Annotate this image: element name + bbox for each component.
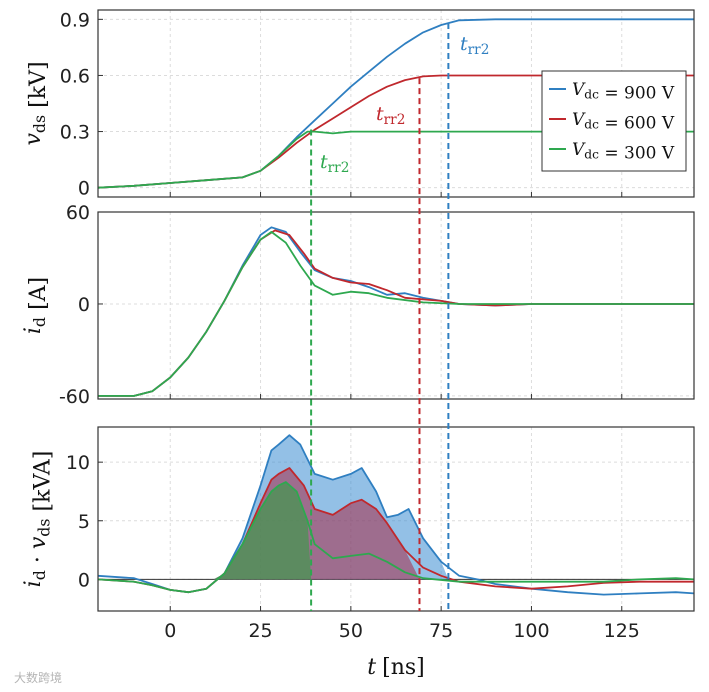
trr2-label-300: trr2 — [320, 151, 349, 176]
axes-frame-vds — [97, 9, 695, 198]
y-label-vds-var: v — [21, 133, 46, 146]
panel-power: 0 5 10 id · vds [kVA] — [21, 426, 695, 612]
legend-2-sub: dc — [584, 148, 599, 162]
y-label-mid: · — [26, 549, 51, 570]
y-tick-label-vds: 0 — [78, 178, 90, 200]
legend-1-sub: dc — [584, 118, 599, 132]
series-line-id-600 — [98, 229, 694, 397]
y-axis-label-vds: vds [kV] — [21, 61, 51, 145]
y-label-id-sub: d — [30, 317, 49, 327]
trr2-300-var: t — [320, 151, 328, 173]
area-power-300 — [213, 482, 312, 580]
legend-0-var: V — [572, 80, 586, 100]
y-label-vds-sub: ds — [30, 115, 49, 133]
legend-2-var: V — [572, 140, 586, 160]
trr2-900-sub: rr2 — [468, 42, 490, 58]
x-tick-label: 25 — [248, 620, 272, 642]
panel-id: -60 0 60 id [A] — [21, 202, 695, 408]
trr2-900-var: t — [460, 33, 468, 55]
legend-label-2: Vdc = 300 V — [572, 140, 675, 164]
legend-0-sub: dc — [584, 88, 599, 102]
x-tick-label: 0 — [164, 620, 176, 642]
y-axis-label-id: id [A] — [21, 277, 51, 334]
y-tick-label-vds: 0.9 — [60, 9, 90, 31]
y-label-power-var: i — [21, 580, 46, 587]
y-label-power-sub: d — [30, 570, 49, 580]
y-tick-label-id: 0 — [78, 294, 90, 316]
series-line-id-300 — [98, 230, 694, 397]
legend-1-var: V — [572, 110, 586, 130]
trr2-label-600: trr2 — [376, 103, 405, 128]
axes-frame-id — [97, 211, 695, 400]
y-tick-label-power: 0 — [78, 569, 90, 591]
x-tick-label: 50 — [339, 620, 363, 642]
trr2-label-900: trr2 — [460, 33, 489, 58]
y-label2-power-sub: ds — [35, 518, 54, 536]
y-label-unit-id: [A] — [26, 277, 51, 317]
y-axis-label-power: id · vds [kVA] — [21, 451, 56, 588]
y-label-id-var: i — [21, 327, 46, 334]
series-line-id-900 — [98, 226, 694, 397]
y-label-unit-power: [kVA] — [31, 451, 56, 519]
legend-rest-2: = 300 V — [599, 144, 675, 164]
axes-frame-power — [97, 426, 695, 612]
y-tick-label-id: 60 — [66, 202, 90, 224]
legend-label-1: Vdc = 600 V — [572, 110, 675, 134]
trr2-600-var: t — [376, 103, 384, 125]
y-tick-label-id: -60 — [59, 386, 90, 408]
watermark-text: 大数跨境 — [14, 670, 62, 685]
x-axis-label: t [ns] — [367, 655, 424, 680]
x-tick-label: 125 — [604, 620, 640, 642]
y-label-unit-vds: [kV] — [26, 61, 51, 114]
legend-rest-0: = 900 V — [599, 84, 675, 104]
y-tick-label-power: 5 — [78, 511, 90, 533]
x-tick-label: 75 — [429, 620, 453, 642]
y-tick-label-power: 10 — [66, 452, 90, 474]
legend-rest-1: = 600 V — [599, 114, 675, 134]
y-label2-power-var: v — [26, 536, 51, 549]
y-tick-label-vds: 0.6 — [60, 65, 90, 87]
x-tick-label: 100 — [513, 620, 549, 642]
series-line-power-300 — [98, 481, 694, 594]
trr2-600-sub: rr2 — [384, 112, 406, 128]
legend-label-0: Vdc = 900 V — [572, 80, 675, 104]
y-tick-label-vds: 0.3 — [60, 122, 90, 144]
legend-box — [541, 70, 687, 172]
trr2-300-sub: rr2 — [328, 160, 350, 176]
